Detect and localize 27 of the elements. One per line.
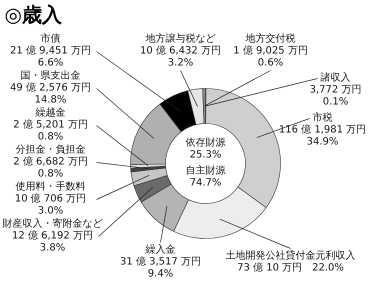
slice-label: 土地開発公社貸付金元利収入	[226, 250, 356, 262]
data-label: 3,772 万円 0.1%	[310, 84, 362, 108]
data-label: 2 億 5,201 万円 0.8%	[13, 118, 88, 142]
slice-label: 諸収入	[320, 72, 350, 84]
slice-label: 市税	[312, 112, 332, 124]
slice-label: 分担金・負担金	[16, 144, 86, 156]
slice-label: 市債	[40, 32, 60, 44]
data-label: 2 億 6,682 万円 0.8%	[13, 156, 88, 180]
data-label: 21 億 9,451 万円 6.6%	[10, 44, 91, 68]
text: 依存財源 25.3%	[186, 136, 226, 160]
data-label: 49 億 2,576 万円 14.8%	[10, 82, 91, 106]
data-label: 73 億 10 万円 22.0%	[237, 262, 344, 274]
slice-label: 国・県支出金	[20, 70, 80, 82]
text: 自主財源 74.7%	[186, 164, 226, 188]
slice-label: 使用料・手数料	[16, 180, 86, 192]
data-label: 116 億 1,981 万円 34.9%	[278, 124, 366, 148]
slice-label: 繰入金	[144, 244, 176, 256]
slice-label: 地方交付税	[244, 32, 296, 44]
data-label: 10 億 6,432 万円 3.2%	[140, 44, 221, 68]
slice-label: 繰越金	[34, 106, 66, 118]
slice-label: 地方譲与税など	[144, 32, 216, 44]
data-label: 1 億 9,025 万円 0.6%	[233, 44, 308, 68]
data-label: 31 億 3,517 万円 9.4%	[120, 256, 201, 280]
data-label: 12 億 6,192 万円 3.8%	[12, 230, 93, 254]
data-label: 10 億 706 万円 3.0%	[14, 192, 86, 216]
slice-label: 財産収入・寄附金など	[2, 218, 102, 230]
chart-title: ◎歳入	[4, 2, 63, 26]
